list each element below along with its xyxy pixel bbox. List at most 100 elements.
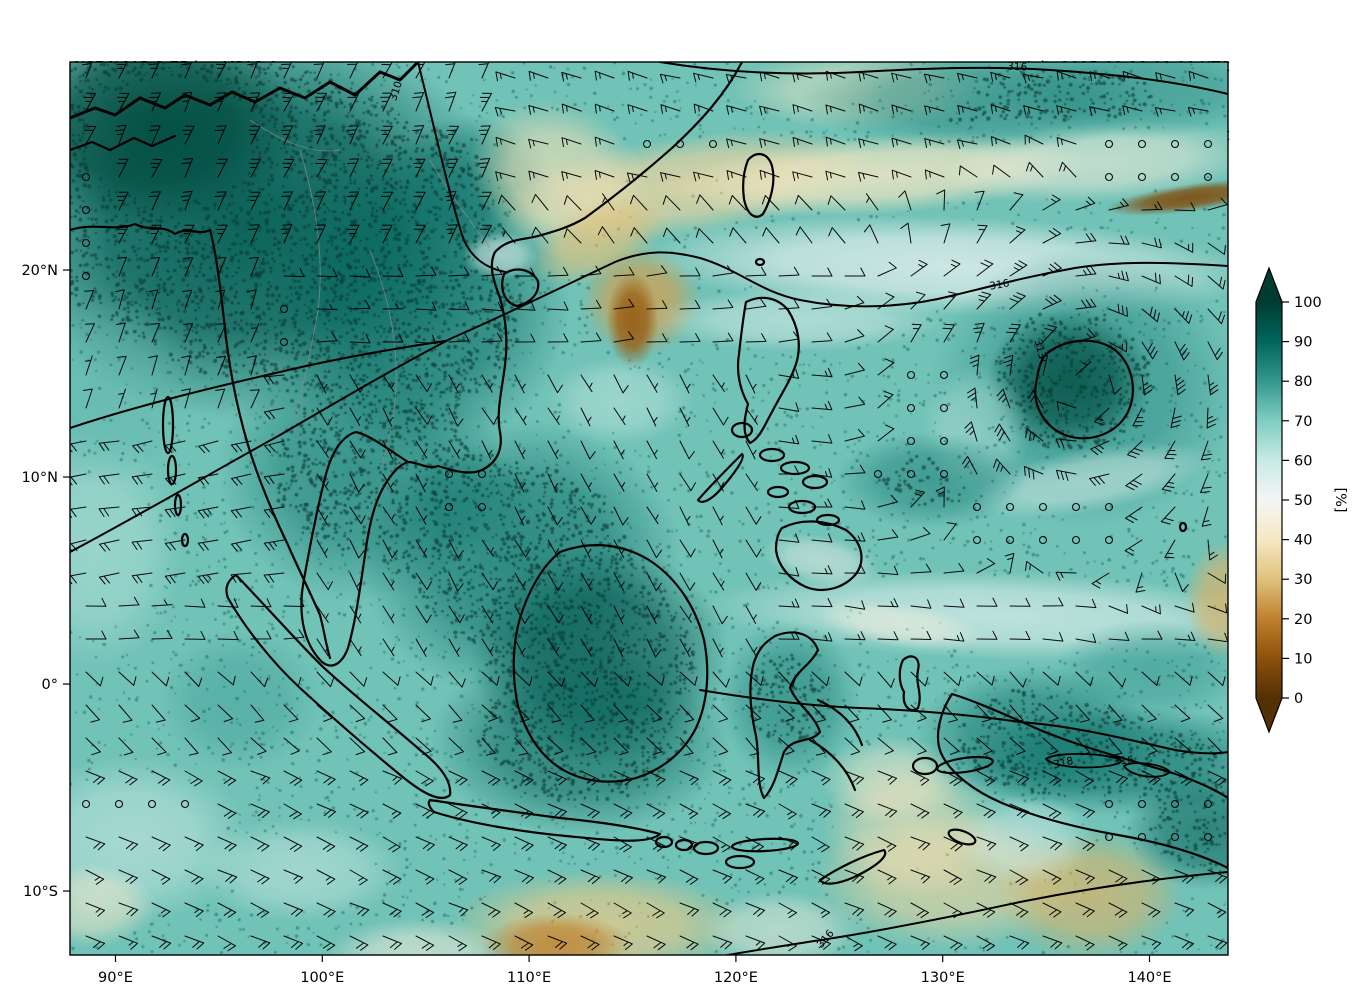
- calm-wind-circle: [444, 502, 454, 512]
- wind-barb: [646, 803, 666, 819]
- wind-barb: [151, 902, 171, 918]
- wind-barb: [528, 70, 549, 81]
- wind-barb: [382, 267, 404, 277]
- colorbar-axis-label: [%]: [1332, 487, 1348, 512]
- wind-barb: [445, 224, 458, 244]
- wind-barb: [1141, 935, 1162, 950]
- wind-barb: [444, 190, 457, 211]
- wind-barb: [1127, 440, 1144, 459]
- wind-barb: [877, 803, 898, 818]
- wind-barb: [316, 902, 336, 918]
- wind-barb: [1042, 902, 1062, 918]
- wind-barb: [217, 836, 237, 852]
- wind-barb: [214, 92, 227, 112]
- wind-barb: [514, 869, 534, 884]
- y-tick-label: 20°N: [21, 263, 58, 279]
- wind-barb: [1207, 341, 1223, 361]
- colorbar-tick-label: 50: [1294, 493, 1312, 509]
- wind-barb: [1174, 671, 1193, 686]
- wind-barb: [811, 332, 833, 343]
- wind-barb: [759, 71, 780, 82]
- coastline-java: [427, 798, 662, 842]
- wind-barb: [646, 506, 659, 525]
- wind-barb: [382, 440, 394, 460]
- wind-barb: [597, 226, 615, 244]
- wind-barb: [844, 600, 866, 610]
- wind-barb: [184, 902, 204, 918]
- wind-barb: [811, 902, 831, 918]
- wind-barb: [151, 630, 173, 640]
- wind-barb: [249, 389, 260, 409]
- wind-barb: [726, 138, 747, 149]
- wind-barb: [150, 323, 161, 343]
- wind-barb: [415, 902, 435, 918]
- wind-barb: [679, 605, 692, 623]
- wind-barb: [448, 539, 464, 559]
- wind-barb: [85, 597, 107, 607]
- height-contour: [1044, 753, 1124, 769]
- wind-barb: [415, 638, 428, 657]
- wind-barb: [580, 572, 593, 591]
- coastline-halmahera: [898, 655, 921, 712]
- wind-barb: [580, 935, 600, 951]
- wind-barb: [1200, 440, 1213, 461]
- wind-barb: [1141, 604, 1161, 615]
- wind-barb: [580, 902, 599, 919]
- wind-barb: [976, 737, 993, 755]
- wind-barb: [811, 737, 826, 756]
- wind-barb: [1009, 902, 1029, 918]
- wind-barb: [811, 498, 833, 508]
- calm-wind-circle: [1104, 502, 1114, 512]
- wind-barb: [1042, 704, 1059, 722]
- wind-barb: [349, 268, 371, 278]
- height-contour: [70, 340, 446, 429]
- wind-barb: [877, 292, 895, 310]
- wind-barb: [646, 572, 662, 592]
- wind-barb: [910, 630, 932, 640]
- wind-barb: [481, 704, 498, 722]
- calm-wind-circle: [1104, 139, 1114, 149]
- wind-barb: [448, 836, 468, 852]
- wind-barb: [679, 299, 701, 310]
- wind-barb: [976, 671, 995, 686]
- wind-barb: [481, 803, 501, 819]
- wind-barb: [1075, 836, 1095, 852]
- wind-barb: [679, 374, 691, 394]
- wind-barb: [877, 358, 895, 376]
- wind-barb: [1207, 902, 1227, 918]
- wind-barb: [580, 332, 602, 343]
- wind-barb: [116, 355, 127, 376]
- wind-barb: [990, 136, 1011, 146]
- wind-barb: [910, 869, 931, 884]
- wind-barb: [215, 289, 226, 310]
- wind-barb: [630, 227, 648, 244]
- wind-barb: [246, 289, 257, 310]
- wind-barb: [230, 539, 252, 552]
- calm-wind-circle: [939, 469, 949, 479]
- wind-barb: [910, 902, 929, 919]
- wind-barb: [910, 671, 929, 687]
- coastline-mindanao: [774, 520, 863, 591]
- wind-barb: [547, 266, 569, 277]
- x-tick-label: 100°E: [300, 970, 344, 986]
- wind-barb: [976, 935, 996, 952]
- calm-wind-circle: [180, 799, 190, 809]
- wind-barb: [495, 71, 516, 82]
- coastline-luzon: [736, 296, 800, 445]
- wind-barb: [118, 770, 138, 786]
- wind-barb: [580, 299, 602, 310]
- y-tick-label: 0°: [42, 677, 58, 693]
- wind-barb: [444, 91, 457, 112]
- wind-barb: [1108, 737, 1123, 756]
- wind-barb: [811, 869, 831, 885]
- wind-barb: [613, 935, 633, 951]
- wind-barb: [283, 803, 302, 820]
- wind-barb: [151, 770, 171, 786]
- wind-barb: [250, 598, 272, 608]
- wind-barb: [184, 704, 201, 722]
- wind-barb: [745, 506, 762, 525]
- wind-barb: [993, 458, 1011, 475]
- wind-barb: [877, 631, 899, 641]
- wind-barb: [184, 737, 199, 756]
- wind-barb: [1108, 704, 1123, 723]
